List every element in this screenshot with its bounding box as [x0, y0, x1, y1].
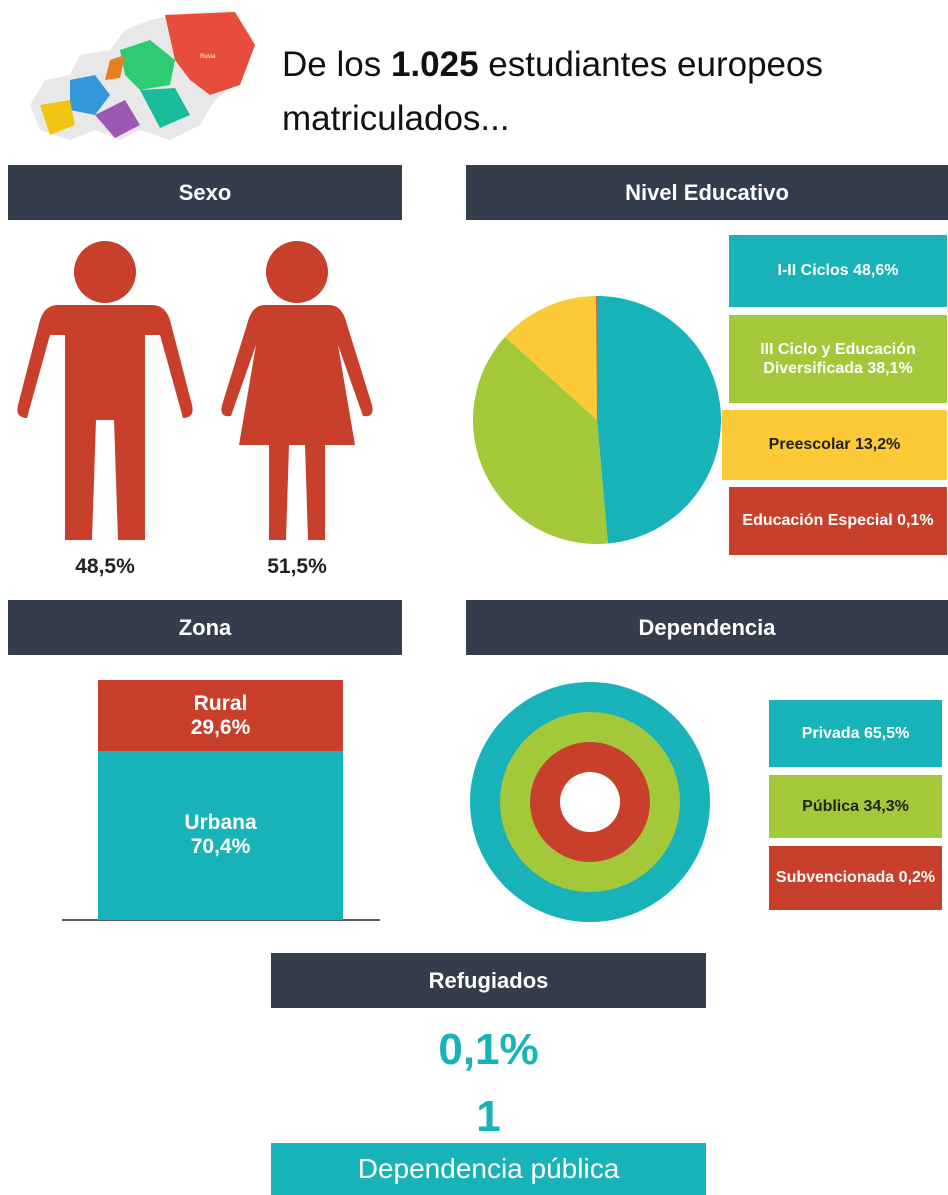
section-header: Sexo: [8, 165, 402, 220]
ring-hole: [560, 772, 620, 832]
segment-name: Rural: [193, 691, 248, 715]
legend-box: Preescolar 13,2%: [722, 410, 947, 480]
legend-box: Subvencionada 0,2%: [769, 846, 942, 910]
title-start: De los: [282, 45, 382, 84]
title: De los 1.025 estudiantes europeos matric…: [282, 38, 942, 147]
segment-value: 70,4%: [190, 835, 251, 859]
value-label: 48,5%: [75, 555, 135, 578]
map-region: [95, 100, 140, 138]
map-region: [140, 88, 190, 128]
bar-segment: [98, 751, 343, 920]
woman-icon: [221, 241, 373, 540]
segment-value: 29,6%: [190, 715, 251, 739]
pie-slice: [597, 296, 721, 544]
pie-slice: [473, 336, 608, 544]
legend-box: Privada 65,5%: [769, 700, 942, 767]
map-label: Rusia: [200, 54, 216, 60]
rings: [470, 682, 710, 922]
man-icon: [17, 241, 193, 540]
section-header: Refugiados: [271, 953, 706, 1008]
value-label: 51,5%: [267, 555, 327, 578]
refugee-percent: 0,1%: [438, 1025, 539, 1074]
map-region: [120, 40, 175, 90]
map-region: [40, 100, 75, 135]
title-number: 1.025: [390, 45, 479, 84]
legend-box: III Ciclo y Educación Diversificada 38,1…: [729, 315, 947, 403]
legend-box: Pública 34,3%: [769, 775, 942, 838]
section-header: Dependencia: [466, 600, 948, 655]
europe-map: Rusia: [30, 10, 255, 140]
bar-segment: [98, 680, 343, 752]
map-region: [105, 55, 125, 80]
legend-box: I-II Ciclos 48,6%: [729, 235, 947, 307]
pie-slice: [505, 296, 597, 420]
legend-box: Educación Especial 0,1%: [729, 487, 947, 555]
title-end: estudiantes europeos matriculados...: [282, 45, 823, 139]
map-region: [165, 12, 255, 95]
refugee-note: Dependencia pública: [271, 1143, 706, 1195]
segment-name: Urbana: [184, 811, 257, 835]
map-region: [70, 75, 110, 115]
section-header: Nivel Educativo: [466, 165, 948, 220]
pie-slice: [596, 296, 597, 420]
refugee-count: 1: [476, 1092, 501, 1141]
section-header: Zona: [8, 600, 402, 655]
